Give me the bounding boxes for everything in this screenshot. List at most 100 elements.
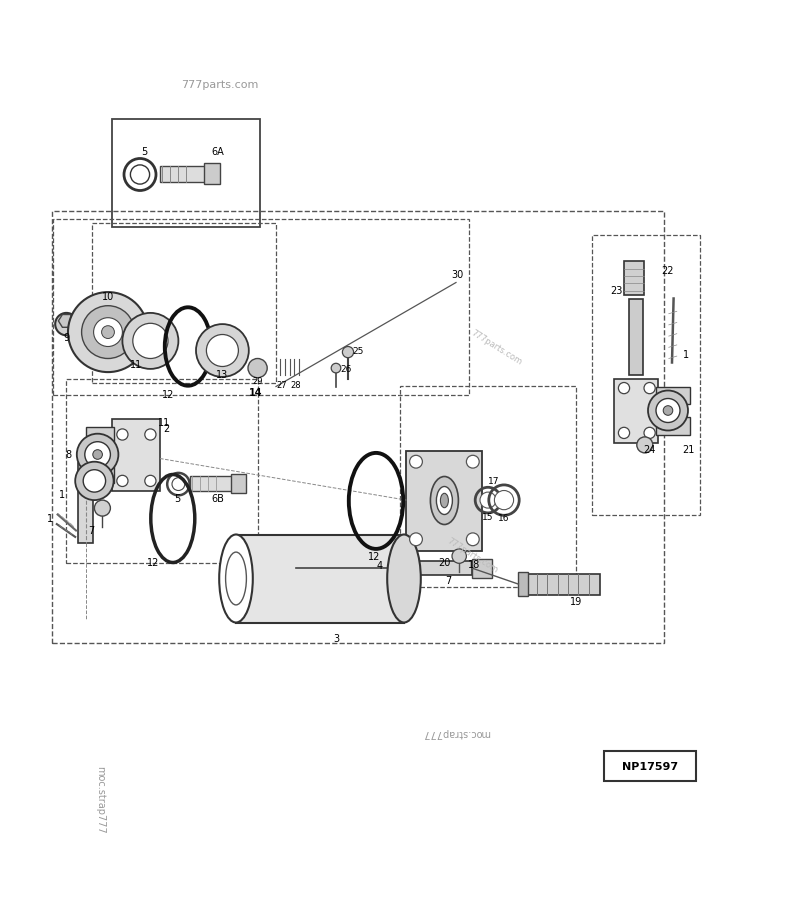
Text: 12: 12 xyxy=(162,390,174,400)
Bar xyxy=(231,474,246,493)
Bar xyxy=(52,211,664,643)
Circle shape xyxy=(644,383,655,394)
Circle shape xyxy=(133,324,168,359)
Bar xyxy=(629,299,643,375)
Circle shape xyxy=(452,549,466,564)
Ellipse shape xyxy=(387,535,421,622)
Circle shape xyxy=(618,383,630,394)
Bar xyxy=(190,476,234,491)
Text: 6A: 6A xyxy=(211,147,224,157)
Text: 13: 13 xyxy=(216,370,229,380)
Text: 11: 11 xyxy=(130,360,142,370)
Circle shape xyxy=(122,314,178,370)
Bar xyxy=(656,418,690,435)
Text: 12: 12 xyxy=(147,557,160,568)
Polygon shape xyxy=(58,315,74,328)
Circle shape xyxy=(480,492,496,509)
Text: 5: 5 xyxy=(174,493,181,503)
Ellipse shape xyxy=(440,493,448,508)
Bar xyxy=(160,167,208,182)
Circle shape xyxy=(618,428,630,439)
Bar xyxy=(614,379,658,443)
Text: 21: 21 xyxy=(682,445,694,455)
Text: 12: 12 xyxy=(368,551,381,561)
Ellipse shape xyxy=(430,477,458,525)
Bar xyxy=(78,463,93,543)
Text: 1: 1 xyxy=(682,350,689,360)
Circle shape xyxy=(494,491,514,511)
Circle shape xyxy=(82,483,90,491)
Circle shape xyxy=(331,364,341,373)
Text: 8: 8 xyxy=(65,450,71,460)
Ellipse shape xyxy=(219,535,253,622)
Circle shape xyxy=(648,391,688,431)
Text: 777parts.com: 777parts.com xyxy=(182,80,258,90)
Text: 777parts.com: 777parts.com xyxy=(445,536,499,574)
Text: NP17597: NP17597 xyxy=(622,761,678,771)
Circle shape xyxy=(410,533,422,546)
Circle shape xyxy=(145,429,156,440)
Text: 4: 4 xyxy=(377,560,383,570)
Bar xyxy=(400,387,576,587)
Bar xyxy=(524,574,600,594)
Circle shape xyxy=(342,347,354,358)
Text: 23: 23 xyxy=(610,286,622,296)
Circle shape xyxy=(55,314,78,336)
Ellipse shape xyxy=(437,487,453,515)
Circle shape xyxy=(248,359,267,378)
Bar xyxy=(86,428,114,447)
Text: 9: 9 xyxy=(63,333,70,343)
Text: 25: 25 xyxy=(352,346,363,355)
Text: 19: 19 xyxy=(570,596,582,606)
Circle shape xyxy=(82,307,134,359)
Text: 18: 18 xyxy=(468,559,481,569)
Bar xyxy=(624,262,644,295)
Bar xyxy=(112,119,260,227)
Circle shape xyxy=(102,327,114,339)
Circle shape xyxy=(75,462,114,501)
Text: moc.strap777: moc.strap777 xyxy=(422,727,490,737)
Bar xyxy=(592,235,700,515)
Circle shape xyxy=(172,478,185,491)
Text: 1: 1 xyxy=(58,490,65,500)
Circle shape xyxy=(93,450,102,460)
Bar xyxy=(518,573,528,596)
Circle shape xyxy=(663,406,673,416)
Circle shape xyxy=(83,470,106,492)
Text: 30: 30 xyxy=(451,271,464,281)
Circle shape xyxy=(85,442,110,468)
Circle shape xyxy=(196,325,249,377)
Circle shape xyxy=(466,533,479,546)
Circle shape xyxy=(94,501,110,517)
Bar xyxy=(66,379,258,563)
Text: 15: 15 xyxy=(482,512,494,521)
Circle shape xyxy=(466,456,479,468)
Bar xyxy=(656,387,690,405)
Text: 5: 5 xyxy=(141,147,147,157)
Text: 20: 20 xyxy=(438,557,450,568)
Text: 24: 24 xyxy=(643,445,656,455)
Text: 1: 1 xyxy=(46,514,53,524)
Text: 29: 29 xyxy=(252,377,263,386)
Bar xyxy=(236,535,404,622)
Circle shape xyxy=(117,475,128,487)
Bar xyxy=(472,559,492,578)
Text: 7: 7 xyxy=(446,575,452,585)
Text: 777parts.com: 777parts.com xyxy=(469,328,523,366)
Circle shape xyxy=(94,318,122,347)
Bar xyxy=(204,164,220,185)
Circle shape xyxy=(77,434,118,475)
Circle shape xyxy=(410,456,422,468)
Text: 27: 27 xyxy=(276,380,287,389)
Circle shape xyxy=(117,429,128,440)
Text: 26: 26 xyxy=(340,364,351,373)
Text: 14: 14 xyxy=(250,388,262,398)
Bar xyxy=(86,464,114,483)
Text: moc.strap777: moc.strap777 xyxy=(95,765,105,833)
Circle shape xyxy=(644,428,655,439)
Circle shape xyxy=(637,437,653,454)
Text: 7: 7 xyxy=(88,526,94,536)
Text: 6B: 6B xyxy=(211,494,224,504)
Bar xyxy=(53,219,469,395)
Bar xyxy=(406,451,482,551)
